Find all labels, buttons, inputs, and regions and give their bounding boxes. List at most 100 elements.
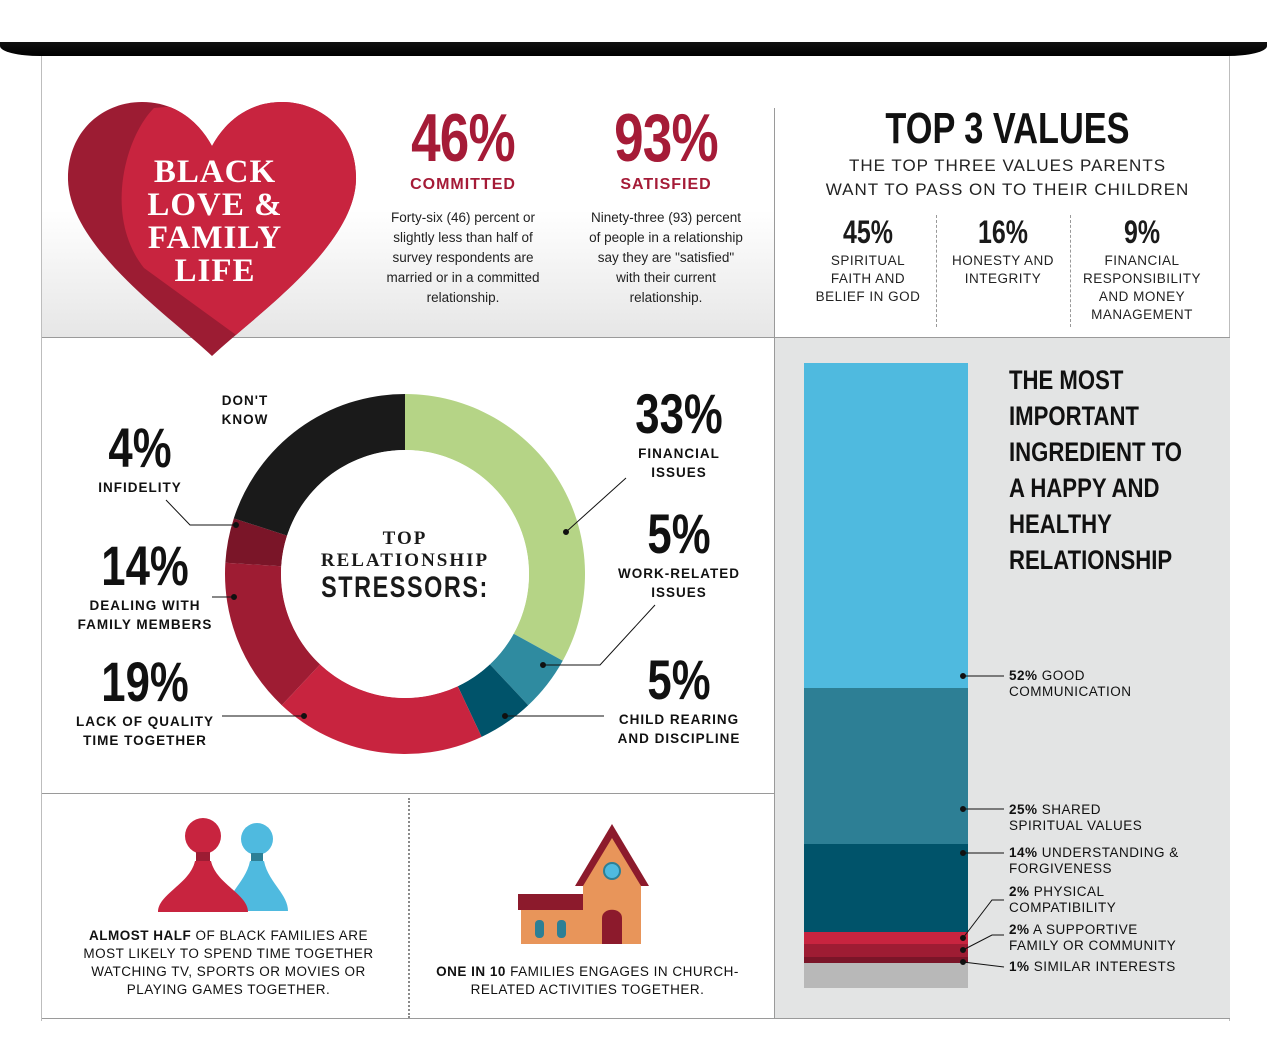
donut-slice	[233, 394, 405, 536]
values-divider	[1070, 215, 1071, 327]
ingredient-text: FORGIVENESS	[1009, 861, 1113, 876]
stressor-pct: 19%	[101, 650, 189, 713]
stat-text: Forty-six (46) percent or slightly less …	[363, 208, 563, 308]
dotted-divider	[408, 798, 410, 1018]
value-label-line: BELIEF IN GOD	[815, 289, 921, 304]
value-item: 45% SPIRITUAL FAITH AND BELIEF IN GOD	[802, 212, 934, 306]
label-line: ISSUES	[651, 585, 707, 600]
leader-line	[962, 934, 1004, 951]
value-pct: 16%	[978, 214, 1028, 250]
label-infidelity: 4% INFIDELITY	[80, 418, 200, 497]
ingredient-title: THE MOST IMPORTANT INGREDIENT TO A HAPPY…	[1009, 362, 1222, 578]
bar-segment	[804, 963, 968, 988]
stat-text-line: relationship.	[629, 290, 703, 305]
top-values: TOP 3 VALUES THE TOP THREE VALUES PARENT…	[780, 104, 1235, 202]
stat-value: 46%	[411, 100, 516, 176]
leader-dot	[301, 713, 307, 719]
leader-dot	[231, 594, 237, 600]
ingredient-pct: 2%	[1009, 922, 1030, 937]
divider	[42, 1018, 1230, 1019]
ingredient-text: PHYSICAL	[1033, 884, 1105, 899]
church-body	[583, 838, 641, 944]
church-door	[602, 909, 622, 944]
bar-segment	[804, 688, 968, 845]
heart-title-line: LIFE	[174, 253, 256, 289]
ingredient-pct: 52%	[1009, 668, 1038, 683]
subtitle-line: WANT TO PASS ON TO THEIR CHILDREN	[825, 180, 1190, 199]
donut-slice	[489, 633, 563, 706]
stat-committed: 46% COMMITTED Forty-six (46) percent or …	[363, 100, 563, 308]
bar-segment	[804, 844, 968, 932]
leader-dot	[540, 662, 546, 668]
value-label-line: INTEGRITY	[964, 271, 1042, 286]
label-work: 5% WORK-RELATED ISSUES	[600, 504, 758, 602]
label-line: INFIDELITY	[98, 480, 182, 495]
ingredient-label: 2% PHYSICAL COMPATIBILITY	[1009, 884, 1116, 916]
stat-text-line: Ninety-three (93) percent	[590, 210, 742, 225]
donut-slice	[225, 518, 288, 567]
ingredient-pct: 1%	[1009, 959, 1030, 974]
ingredient-text: A SUPPORTIVE	[1033, 922, 1138, 937]
donut-center-title: TOP RELATIONSHIP STRESSORS:	[290, 528, 520, 604]
stat-text-line: of people in a relationship	[589, 230, 743, 245]
ingredient-title-line: A HAPPY AND	[1009, 473, 1160, 503]
heart-title: BLACK LOVE & FAMILY LIFE	[120, 156, 310, 288]
ingredient-title-line: IMPORTANT	[1009, 401, 1139, 431]
ingredient-title-line: THE MOST	[1009, 365, 1124, 395]
donut-slice	[405, 394, 585, 661]
church-window	[535, 920, 544, 938]
divider	[42, 337, 775, 338]
games-line: WATCHING TV, SPORTS OR MOVIES OR	[91, 964, 366, 979]
ingredient-label: 2% A SUPPORTIVE FAMILY OR COMMUNITY	[1009, 922, 1176, 954]
stressors-donut-chart	[225, 394, 585, 754]
leader-line	[565, 477, 627, 533]
games-bold: ALMOST HALF	[88, 928, 192, 943]
value-label: HONESTY AND INTEGRITY	[938, 252, 1068, 288]
stressor-pct: 5%	[647, 502, 711, 565]
leader-dot	[960, 850, 966, 856]
ingredient-text: SPIRITUAL VALUES	[1009, 818, 1143, 833]
games-caption: ALMOST HALF OF BLACK FAMILIES ARE MOST L…	[46, 927, 411, 999]
value-item: 16% HONESTY AND INTEGRITY	[938, 212, 1068, 288]
value-label-line: FINANCIAL	[1104, 253, 1180, 268]
bar-segment	[804, 944, 968, 957]
stat-satisfied: 93% SATISFIED Ninety-three (93) percent …	[566, 100, 766, 308]
center-line: STRESSORS:	[321, 571, 489, 604]
top-values-subtitle: THE TOP THREE VALUES PARENTS WANT TO PAS…	[780, 154, 1235, 202]
heart-title-line: LOVE &	[147, 187, 283, 223]
stat-value: 93%	[614, 100, 719, 176]
games-line: MOST LIKELY TO SPEND TIME TOGETHER	[83, 946, 374, 961]
stat-text-line: say they are "satisfied"	[597, 250, 735, 265]
center-line: TOP	[382, 528, 428, 549]
value-pct: 9%	[1123, 214, 1161, 250]
ingredient-title-line: RELATIONSHIP	[1009, 545, 1173, 575]
value-item: 9% FINANCIAL RESPONSIBILITY AND MONEY MA…	[1072, 212, 1212, 324]
stat-label: SATISFIED	[620, 176, 712, 193]
stat-label: COMMITTED	[410, 176, 516, 193]
bar-segment	[804, 363, 968, 688]
ingredient-label: 52% GOOD COMMUNICATION	[1009, 668, 1132, 700]
top-values-title: TOP 3 VALUES	[885, 104, 1130, 153]
stat-text-line: married or in a committed	[386, 270, 540, 285]
ingredient-pct: 25%	[1009, 802, 1038, 817]
stat-text-line: relationship.	[426, 290, 500, 305]
leader-dot	[960, 673, 966, 679]
value-label: FINANCIAL RESPONSIBILITY AND MONEY MANAG…	[1072, 252, 1212, 324]
label-line: TIME TOGETHER	[83, 733, 207, 748]
label-line: FAMILY MEMBERS	[77, 617, 213, 632]
church-annex-roof	[518, 894, 584, 910]
leader-dot	[960, 959, 966, 965]
ingredient-title-line: INGREDIENT TO	[1009, 437, 1183, 467]
divider	[42, 793, 775, 794]
ingredient-text: SIMILAR INTERESTS	[1033, 959, 1176, 974]
label-quality-time: 19% LACK OF QUALITY TIME TOGETHER	[60, 652, 230, 750]
church-line: RELATED ACTIVITIES TOGETHER.	[470, 982, 705, 997]
church-icon	[518, 824, 649, 944]
bar-segment	[804, 956, 968, 963]
label-financial: 33% FINANCIAL ISSUES	[604, 384, 754, 482]
church-bold: ONE IN 10	[436, 964, 506, 979]
label-dont-know: DON'T KNOW	[200, 391, 290, 429]
subtitle-line: THE TOP THREE VALUES PARENTS	[848, 156, 1167, 175]
